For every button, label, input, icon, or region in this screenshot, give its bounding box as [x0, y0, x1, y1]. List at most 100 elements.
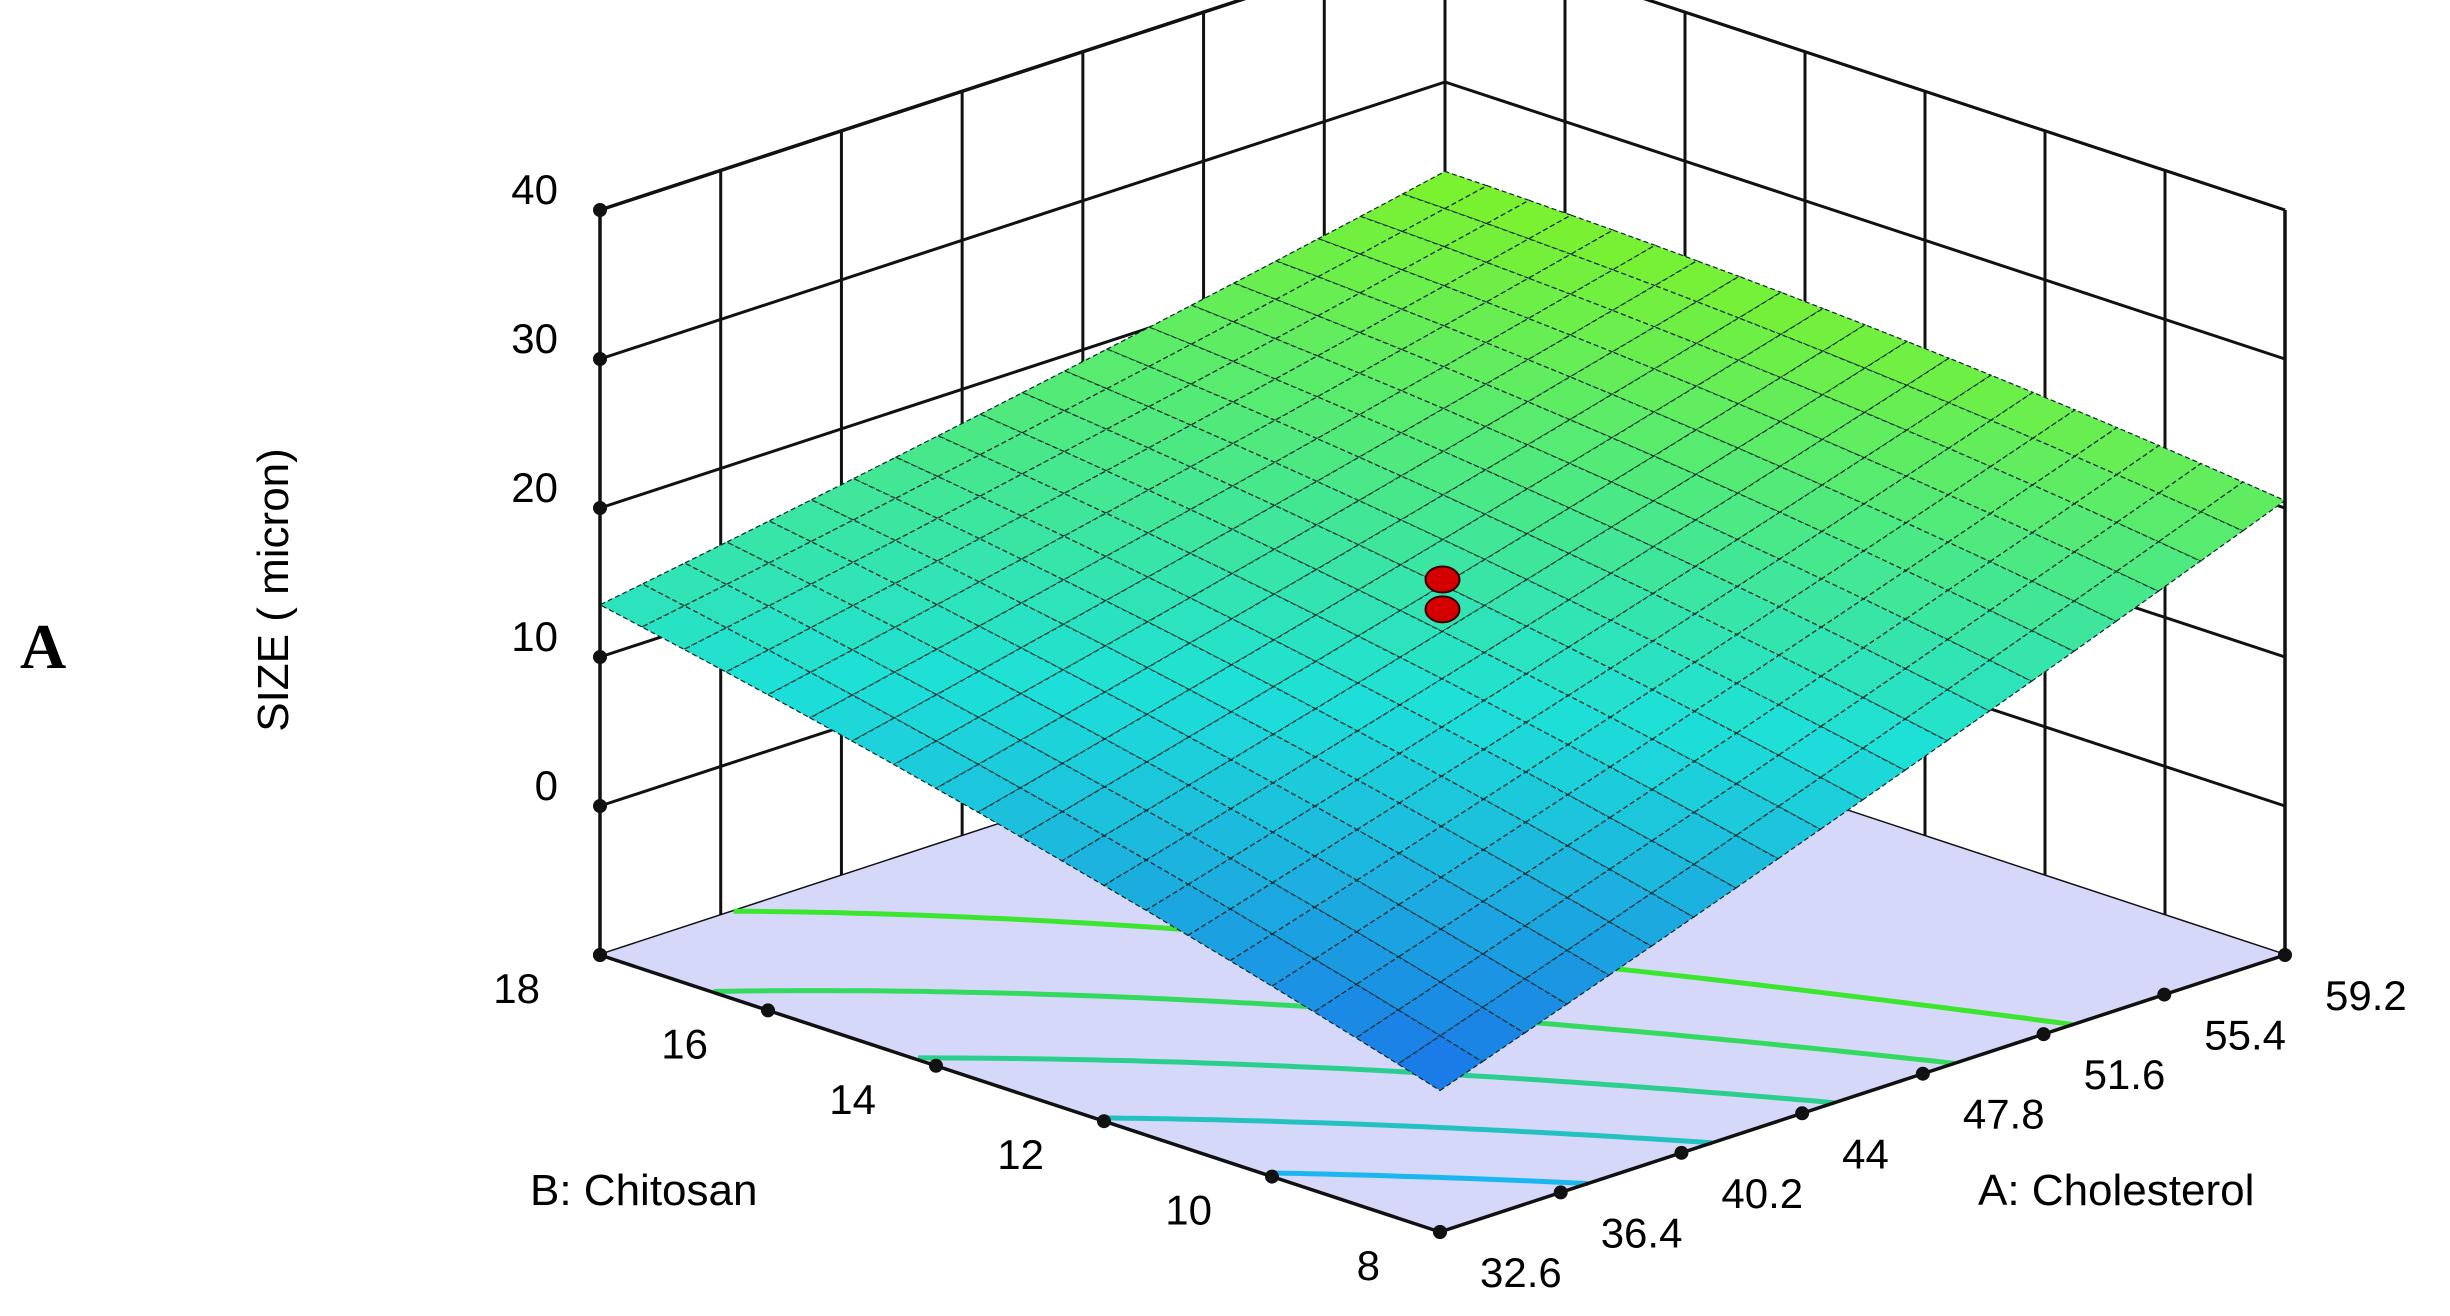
surface-cell: [936, 454, 1024, 497]
surface-cell: [682, 583, 770, 629]
b-tick-mark: [1265, 1169, 1279, 1184]
wall-top-edge: [1643, 0, 2286, 212]
surface-cell: [767, 627, 854, 674]
contour-line: [1269, 1170, 1588, 1186]
surface-cell: [978, 432, 1066, 475]
response-surface: [598, 170, 2287, 1092]
surface-cell: [1190, 282, 1278, 323]
a-tick-label: 40.2: [1721, 1170, 1803, 1217]
z-tick-mark: [593, 650, 607, 664]
surface-cell: [2157, 511, 2244, 562]
design-point-marker: [1424, 595, 1461, 624]
wall-top-edge: [599, 0, 1246, 212]
surface-cell: [1523, 949, 1611, 1005]
surface-cell: [598, 583, 686, 628]
surface-cell: [893, 517, 981, 562]
surface-cell: [2030, 600, 2118, 653]
z-tick-mark: [593, 203, 607, 217]
z-tick-label: 30: [511, 315, 558, 362]
a-tick-mark: [2036, 1027, 2051, 1042]
surface-cell: [682, 627, 770, 673]
surface-cell: [1568, 393, 1656, 439]
surface-cell: [725, 562, 813, 607]
a-tick-label: 32.6: [1480, 1249, 1562, 1296]
a-tick-label: 55.4: [2204, 1012, 2286, 1059]
surface-cell: [1946, 659, 2033, 712]
surface-cell: [2072, 570, 2160, 623]
x-axis-title: A: Cholesterol: [1978, 1166, 2254, 1215]
surface-cell: [640, 562, 728, 607]
surface-cell: [894, 475, 982, 520]
a-tick-mark: [1553, 1185, 1568, 1200]
surface-cell: [1903, 689, 1991, 742]
a-tick-label: 51.6: [2084, 1051, 2166, 1098]
surface-cell: [1063, 388, 1151, 430]
surface-cell: [767, 583, 855, 629]
surface-cell: [851, 539, 939, 585]
surface-cell: [1734, 805, 1822, 860]
design-point-marker: [1424, 565, 1461, 594]
z-tick-mark: [593, 501, 607, 515]
b-axis-line: [599, 953, 1441, 1234]
surface-cell: [724, 649, 812, 696]
a-tick-mark: [1433, 1225, 1447, 1239]
surface-cell: [1565, 921, 1653, 977]
z-tick-mark: [593, 352, 607, 366]
wall-horizontal-gridline: [1444, 80, 2286, 361]
b-tick-label: 14: [829, 1076, 876, 1123]
design-points: [1424, 565, 1461, 624]
a-axis-line: [1439, 953, 2286, 1234]
surface-cell: [1189, 401, 1277, 445]
surface-cell: [1608, 892, 1695, 948]
b-tick-label: 8: [1357, 1242, 1380, 1289]
b-tick-mark: [1097, 1114, 1111, 1129]
wall-horizontal-gridline: [599, 0, 1246, 212]
surface-cell: [1146, 552, 1234, 599]
a-tick-mark: [1915, 1066, 1930, 1081]
tick-labels: 0 10 20 30 40 8 10 12 14 16 18 32.6 36.4 40.2 44 47.8 51…: [493, 166, 2406, 1296]
surface-cell: [1650, 863, 1737, 918]
surface-cell: [1611, 244, 1699, 287]
surface-cell: [1062, 428, 1150, 472]
b-tick-label: 10: [1165, 1187, 1212, 1234]
z-tick-label: 20: [511, 464, 558, 511]
surface-cell: [725, 605, 812, 651]
b-tick-mark: [761, 1003, 775, 1018]
surface-cell: [1988, 630, 2075, 682]
surface-cell: [1819, 747, 1906, 801]
z-tick-mark: [593, 799, 607, 813]
y-axis-title: B: Chitosan: [530, 1166, 757, 1215]
surface-cell: [1232, 260, 1320, 301]
contour-line: [1100, 1115, 1713, 1146]
surface-cell: [851, 582, 939, 629]
surface-cell: [767, 540, 855, 585]
a-tick-label: 44: [1842, 1130, 1889, 1177]
surface-cell: [2115, 541, 2202, 592]
surface-cell: [1484, 359, 1572, 403]
surface-cell: [1692, 834, 1780, 889]
a-tick-mark: [2278, 948, 2292, 962]
b-tick-label: 12: [997, 1131, 1044, 1178]
surface-cell: [893, 560, 981, 606]
a-tick-label: 59.2: [2325, 972, 2407, 1019]
z-tick-label: 10: [511, 613, 558, 660]
surface-cell: [1442, 342, 1530, 385]
b-tick-label: 18: [493, 965, 540, 1012]
b-tick-label: 16: [661, 1020, 708, 1067]
surface-cell: [1777, 776, 1864, 831]
surface-cell: [978, 473, 1066, 517]
surface-cell: [1021, 370, 1109, 412]
z-tick-label: 0: [535, 762, 558, 809]
surface-cell: [1737, 291, 1825, 336]
b-tick-mark: [593, 948, 607, 962]
surface-cell: [1105, 326, 1193, 368]
surface-cell: [1481, 978, 1568, 1034]
axes-lines: [593, 0, 2292, 1239]
surface-cell: [640, 605, 728, 651]
surface-cell: [1020, 410, 1108, 453]
surface-cell: [851, 497, 939, 542]
surface-cell: [809, 605, 897, 651]
surface-cell: [683, 541, 771, 586]
